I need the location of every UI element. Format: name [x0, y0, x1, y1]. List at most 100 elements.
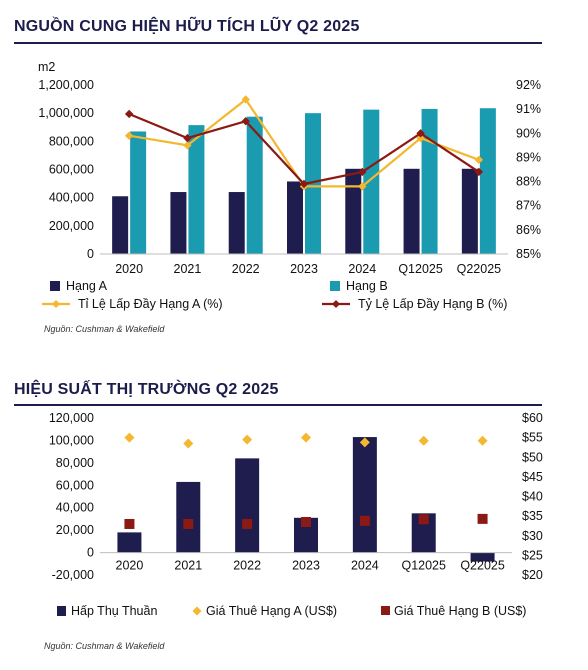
y-tick-label: 60,000: [56, 478, 94, 492]
x-tick-label: 2022: [232, 262, 260, 276]
x-tick-label: 2020: [116, 559, 144, 573]
performance-chart-source: Nguồn: Cushman & Wakefield: [44, 641, 165, 651]
y-tick-label: 80,000: [56, 456, 94, 470]
y2-tick-label: 86%: [516, 223, 541, 237]
point-rent-b: [359, 515, 370, 526]
y-tick-label: 100,000: [49, 433, 94, 447]
point-rent-a: [242, 434, 253, 445]
bar-hang-b: [246, 116, 263, 254]
legend-rent-a-label: Giá Thuê Hạng A (US$): [206, 604, 337, 618]
y-tick-label: 0: [87, 247, 94, 261]
legend-hang-b-swatch: [330, 281, 340, 291]
x-tick-label: Q22025: [457, 262, 502, 276]
y-tick-label: 20,000: [56, 523, 94, 537]
point-occupancy-a: [183, 141, 192, 150]
x-tick-label: 2024: [351, 559, 379, 573]
bar-net-absorption: [470, 552, 495, 562]
point-rent-a: [124, 432, 135, 443]
y2-tick-label: $60: [522, 411, 543, 425]
y2-tick-label: 89%: [516, 150, 541, 164]
bar-hang-a: [461, 168, 478, 254]
y2-tick-label: $30: [522, 529, 543, 543]
supply-chart-title: NGUỒN CUNG HIỆN HỮU TÍCH LŨY Q2 2025: [14, 18, 360, 35]
point-rent-a: [418, 435, 429, 446]
y-tick-label: 1,200,000: [38, 78, 94, 92]
x-tick-label: 2024: [348, 262, 376, 276]
y2-tick-label: $20: [522, 568, 543, 582]
point-occupancy-b: [299, 179, 309, 189]
y-tick-label: 600,000: [49, 163, 94, 177]
point-occupancy-b: [241, 117, 250, 126]
performance-title-rule: [14, 404, 542, 406]
y-tick-label: 40,000: [56, 501, 94, 515]
bar-hang-b: [479, 108, 496, 254]
y2-tick-label: $25: [522, 548, 543, 562]
legend-net-absorption-label: Hấp Thụ Thuần: [71, 604, 157, 618]
point-occupancy-a: [241, 95, 250, 104]
bar-hang-b: [130, 131, 147, 254]
y-tick-label: 200,000: [49, 219, 94, 233]
supply-chart: m2 0 200,000 400,000 600,000 800,000 1,000,000…: [38, 60, 541, 311]
bar-hang-a: [345, 168, 362, 254]
point-occupancy-a: [416, 133, 425, 143]
point-rent-b: [242, 518, 253, 529]
bar-hang-b: [188, 125, 205, 254]
point-occupancy-b: [474, 167, 484, 177]
bar-hang-a: [170, 192, 187, 254]
legend-occupancy-b-marker: [332, 300, 340, 308]
legend-hang-a-swatch: [50, 281, 60, 291]
y2-tick-label: 88%: [516, 175, 541, 189]
y-tick-label: 0: [87, 546, 94, 560]
y-tick-label: 400,000: [49, 191, 94, 205]
legend-occupancy-b-label: Tỷ Lệ Lấp Đầy Hạng B (%): [358, 297, 507, 311]
point-rent-a: [183, 438, 194, 449]
y2-tick-label: $55: [522, 431, 543, 445]
y2-tick-label: 85%: [516, 247, 541, 261]
point-rent-b: [477, 513, 488, 524]
point-rent-b: [418, 514, 429, 525]
point-occupancy-b: [416, 129, 425, 138]
x-tick-label: 2022: [233, 559, 261, 573]
point-rent-a: [477, 435, 488, 446]
bar-net-absorption: [235, 458, 260, 553]
x-tick-label: Q22025: [460, 559, 505, 573]
legend-rent-b-marker: [381, 606, 390, 615]
y2-tick-label: 91%: [516, 102, 541, 116]
x-tick-label: 2021: [174, 559, 202, 573]
bar-net-absorption: [176, 481, 201, 553]
y2-tick-label: 90%: [516, 126, 541, 140]
legend-net-absorption-swatch: [57, 606, 66, 616]
point-rent-a: [301, 432, 311, 443]
point-occupancy-b: [124, 109, 134, 119]
y2-tick-label: $50: [522, 450, 543, 464]
y-tick-label: 120,000: [49, 411, 94, 425]
y-tick-label: 1,000,000: [38, 106, 94, 120]
bar-net-absorption: [117, 532, 142, 553]
point-occupancy-b: [358, 167, 367, 177]
point-occupancy-a: [358, 182, 367, 191]
y2-tick-label: $45: [522, 470, 543, 484]
bar-net-absorption: [352, 437, 377, 553]
y2-tick-label: 87%: [516, 199, 541, 213]
bar-hang-a: [287, 181, 303, 254]
point-occupancy-a: [124, 131, 134, 140]
x-tick-label: Q12025: [401, 559, 446, 573]
y-tick-label: -20,000: [52, 568, 94, 582]
legend-hang-a-label: Hạng A: [66, 279, 108, 293]
supply-chart-source: Nguồn: Cushman & Wakefield: [44, 324, 165, 334]
performance-chart-title: HIỆU SUẤT THỊ TRƯỜNG Q2 2025: [14, 381, 279, 398]
bar-hang-b: [305, 113, 321, 255]
legend-rent-b-label: Giá Thuê Hạng B (US$): [394, 604, 526, 618]
y2-tick-label: $40: [522, 490, 543, 504]
supply-title-rule: [14, 42, 542, 44]
bar-hang-b: [363, 109, 380, 254]
x-tick-label: 2023: [290, 262, 318, 276]
point-rent-b: [124, 518, 135, 529]
legend-hang-b-label: Hạng B: [346, 279, 388, 293]
bar-hang-b: [421, 108, 438, 254]
point-occupancy-b: [183, 133, 192, 143]
x-tick-label: 2023: [292, 559, 320, 573]
x-tick-label: 2020: [115, 262, 143, 276]
bar-hang-a: [403, 168, 420, 254]
